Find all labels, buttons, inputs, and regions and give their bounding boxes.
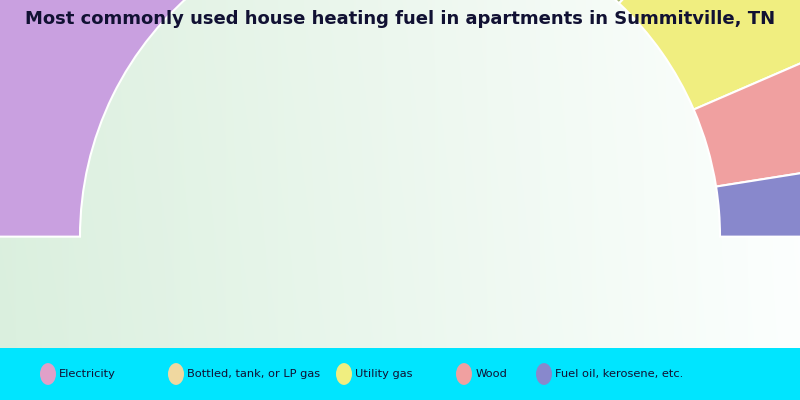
Ellipse shape — [536, 363, 552, 385]
Wedge shape — [694, 8, 800, 186]
Ellipse shape — [336, 363, 352, 385]
Text: Utility gas: Utility gas — [355, 369, 413, 379]
Ellipse shape — [456, 363, 472, 385]
Ellipse shape — [168, 363, 184, 385]
Wedge shape — [479, 0, 794, 3]
Text: Wood: Wood — [475, 369, 507, 379]
Wedge shape — [0, 0, 543, 237]
Text: Most commonly used house heating fuel in apartments in Summitville, TN: Most commonly used house heating fuel in… — [25, 10, 775, 28]
Text: Bottled, tank, or LP gas: Bottled, tank, or LP gas — [187, 369, 320, 379]
Wedge shape — [619, 0, 800, 110]
Text: Electricity: Electricity — [59, 369, 116, 379]
Text: Fuel oil, kerosene, etc.: Fuel oil, kerosene, etc. — [555, 369, 683, 379]
Ellipse shape — [40, 363, 56, 385]
Wedge shape — [716, 146, 800, 237]
